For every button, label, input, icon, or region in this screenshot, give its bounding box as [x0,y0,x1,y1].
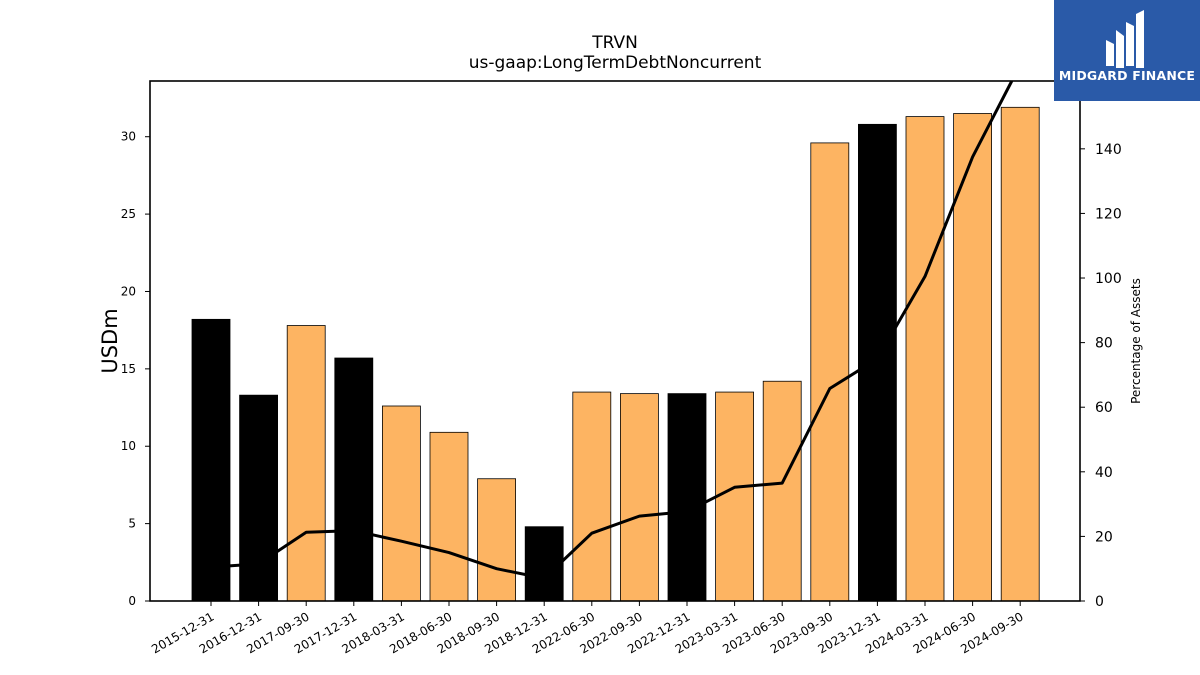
percentage-line [210,80,1014,580]
bar-2023-06-30 [762,380,802,602]
bars-group [191,106,1040,602]
bar-2022-12-31 [667,393,707,602]
y-tick-label: 10 [121,439,136,453]
bar-2016-12-31 [239,394,279,602]
bar-2017-12-31 [334,357,374,602]
y2-tick-label: 140 [1095,142,1122,158]
y-tick-label: 20 [121,284,136,298]
bar-2018-09-30 [477,478,517,602]
midgard-finance-logo: MIDGARD FINANCE [1054,0,1200,101]
y-tick-label: 15 [121,362,136,376]
bar-2024-09-30 [1000,106,1040,602]
y2-tick-label: 100 [1095,271,1122,287]
y2-axis-label: Percentage of Assets [1129,278,1143,404]
bar-2024-06-30 [953,113,992,602]
bar-2018-12-31 [524,526,564,602]
bar-2022-09-30 [620,393,659,602]
y-tick-label: 30 [121,130,136,144]
chart-title: TRVN [591,33,638,53]
y-tick-label: 0 [128,594,136,608]
y-axis-right: 020406080100120140160 [1080,77,1122,610]
bar-2023-03-31 [715,391,754,602]
y2-tick-label: 0 [1095,594,1104,610]
bar-2018-06-30 [429,431,469,602]
bar-2022-06-30 [572,391,612,602]
x-axis: 2015-12-312016-12-312017-09-302017-12-31… [149,601,1026,656]
y-axis-label: USDm [98,308,122,373]
y2-tick-label: 20 [1095,529,1113,545]
bar-2017-09-30 [286,325,326,602]
y2-tick-label: 60 [1095,400,1113,416]
y-tick-label: 25 [121,207,136,221]
logo-mark-icon [1106,10,1144,68]
y-tick-label: 5 [128,517,136,531]
logo-text: MIDGARD FINANCE [1058,68,1196,83]
chart-subtitle: us-gaap:LongTermDebtNoncurrent [469,53,762,73]
y2-tick-label: 80 [1095,336,1113,352]
plot-frame [149,80,1081,602]
bar-2023-12-31 [858,123,897,602]
bar-2023-09-30 [810,142,850,602]
bar-2024-03-31 [905,116,945,602]
y2-tick-label: 120 [1095,206,1122,222]
bar-2015-12-31 [191,318,231,602]
bar-2018-03-31 [381,405,421,602]
y-axis-left: 0 5 10 15 20 25 30 [121,130,150,608]
y2-tick-label: 40 [1095,465,1113,481]
